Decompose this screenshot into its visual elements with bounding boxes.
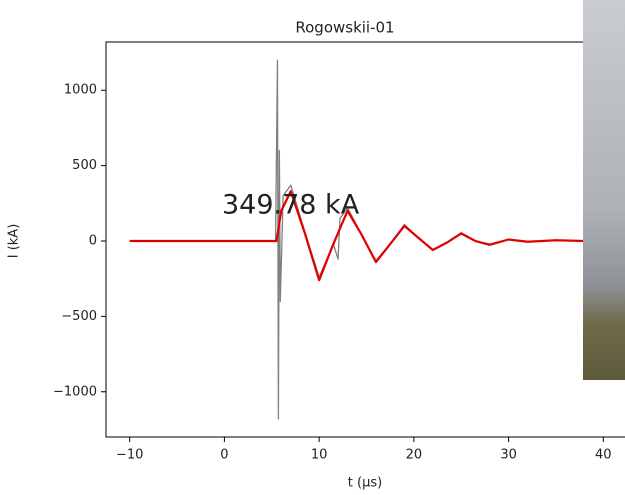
x-tick-label: −10 — [116, 448, 143, 463]
x-tick-label: 0 — [220, 448, 228, 463]
data-line — [129, 190, 585, 282]
y-tick-label: −500 — [61, 309, 97, 324]
y-tick-label: 500 — [72, 158, 97, 173]
photo-overlay — [583, 0, 625, 380]
annotation: 349.78 kA — [222, 190, 360, 221]
plot-frame — [105, 41, 625, 438]
x-tick-label: 40 — [595, 448, 612, 463]
y-axis-label: I (kA) — [7, 224, 22, 259]
y-tick-label: 1000 — [64, 83, 97, 98]
x-tick-label: 10 — [311, 448, 328, 463]
y-tick-label: 0 — [89, 234, 97, 249]
x-tick-label: 20 — [406, 448, 423, 463]
plot-area — [129, 59, 585, 420]
y-tick-label: −1000 — [53, 384, 97, 399]
x-tick-label: 30 — [500, 448, 517, 463]
chart-title: Rogowskii-01 — [295, 19, 394, 37]
x-axis-label: t (μs) — [348, 476, 382, 491]
